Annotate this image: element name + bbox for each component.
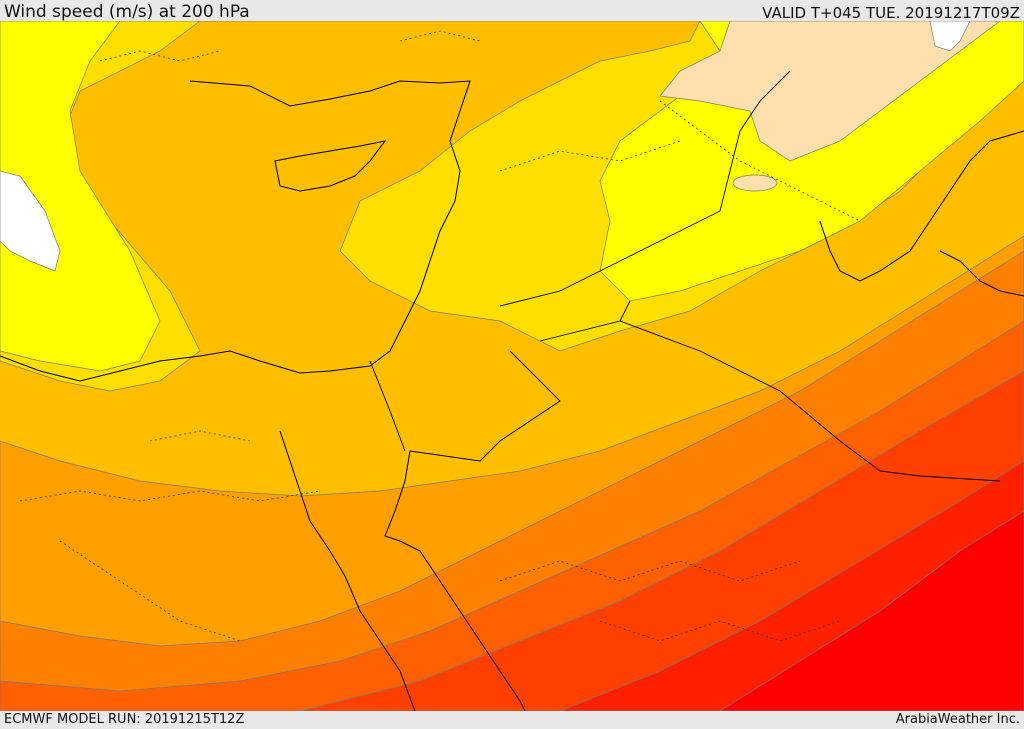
valid-time: VALID T+045 TUE. 20191217T09Z [762, 4, 1020, 22]
interior-boundaries [19, 30, 861, 642]
borders [369, 70, 1001, 482]
footer-bar: ECMWF MODEL RUN: 20191215T12Z ArabiaWeat… [0, 711, 1024, 729]
map-title: Wind speed (m/s) at 200 hPa [4, 2, 250, 22]
title-bar: Wind speed (m/s) at 200 hPa VALID T+045 … [0, 0, 1024, 22]
map-canvas [0, 21, 1024, 711]
provider-credit: ArabiaWeather Inc. [895, 712, 1020, 727]
coastlines [0, 80, 1024, 711]
band-west-yellow [0, 21, 161, 372]
band-peach-blob [732, 174, 778, 192]
band-ne-white [929, 21, 971, 52]
band-ff0000 [719, 510, 1024, 711]
model-run: ECMWF MODEL RUN: 20191215T12Z [4, 712, 245, 727]
wind-speed-map [0, 21, 1024, 711]
band-west-white [0, 170, 61, 272]
band-ne-peach [659, 21, 1001, 162]
